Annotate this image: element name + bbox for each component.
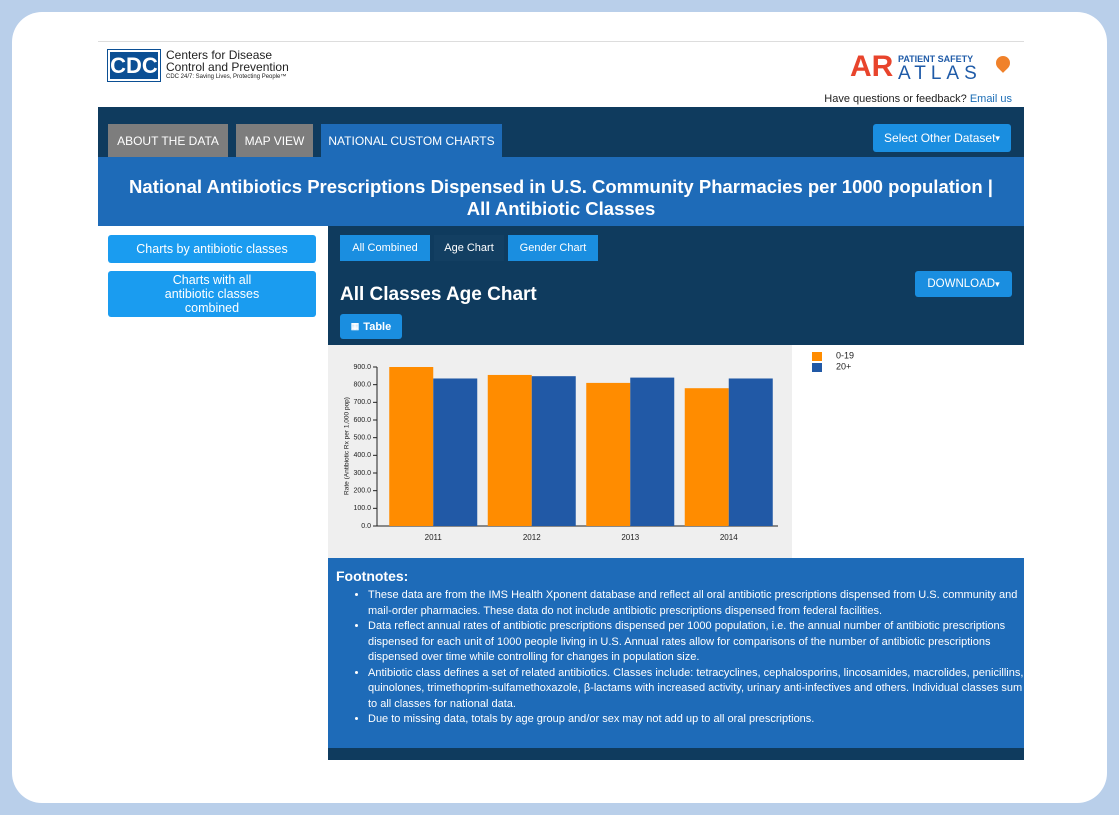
- atlas-bottom: ATLAS: [898, 63, 982, 84]
- y-tick-label: 0.0: [361, 523, 371, 530]
- table-button[interactable]: ▦ Table: [340, 314, 402, 339]
- footnote-list: These data are from the IMS Health Xpone…: [336, 588, 1024, 728]
- x-tick-label: 2013: [621, 533, 639, 542]
- dataset-button[interactable]: Select Other Dataset: [873, 124, 1011, 152]
- x-tick-label: 2011: [425, 533, 443, 542]
- chart-title: All Classes Age Chart: [340, 284, 537, 305]
- feedback: Have questions or feedback? Email us: [824, 93, 1012, 105]
- legend-swatch: [812, 363, 822, 372]
- nav-tab[interactable]: NATIONAL CUSTOM CHARTS: [321, 124, 502, 157]
- footnote: Antibiotic class defines a set of relate…: [368, 666, 1024, 713]
- download-button[interactable]: DOWNLOAD: [915, 271, 1012, 297]
- y-tick-label: 200.0: [353, 488, 371, 495]
- chart-tab[interactable]: Age Chart: [434, 235, 504, 261]
- y-tick-label: 600.0: [353, 417, 371, 424]
- footnote: Due to missing data, totals by age group…: [368, 712, 1024, 728]
- bar: [684, 388, 729, 526]
- title-line: National Antibiotics Prescriptions Dispe…: [129, 176, 993, 197]
- y-tick-label: 300.0: [353, 470, 371, 477]
- bar: [389, 367, 434, 526]
- bar: [630, 377, 675, 526]
- x-tick-label: 2012: [523, 533, 541, 542]
- bar: [586, 382, 631, 526]
- grid-icon: ▦: [350, 321, 360, 331]
- cdc-logo: CDC: [107, 49, 161, 82]
- y-tick-label: 700.0: [353, 399, 371, 406]
- y-tick-label: 900.0: [353, 364, 371, 371]
- header-rule: [98, 41, 1024, 42]
- footnote: These data are from the IMS Health Xpone…: [368, 588, 1024, 619]
- chart-tab[interactable]: Gender Chart: [508, 235, 598, 261]
- footnotes: Footnotes: These data are from the IMS H…: [328, 558, 1024, 748]
- atlas-ar: AR: [850, 50, 894, 83]
- legend-swatch: [812, 352, 822, 361]
- y-tick-label: 400.0: [353, 452, 371, 459]
- nav-tab[interactable]: MAP VIEW: [236, 124, 313, 157]
- y-tick-label: 100.0: [353, 505, 371, 512]
- y-axis-label: Rate (Antibiotic Rx per 1,000 pop): [344, 397, 351, 495]
- title-line: All Antibiotic Classes: [466, 198, 656, 219]
- sidebar-button[interactable]: Charts by antibiotic classes: [108, 235, 316, 263]
- org-name: Centers for Disease Control and Preventio…: [166, 49, 289, 81]
- feedback-text: Have questions or feedback?: [824, 93, 967, 105]
- org-line: Centers for Disease: [166, 48, 273, 62]
- bar: [487, 374, 532, 526]
- y-tick-label: 500.0: [353, 435, 371, 442]
- x-tick-label: 2014: [720, 533, 738, 542]
- atlas-top: PATIENT SAFETY: [898, 54, 974, 64]
- footnote: Data reflect annual rates of antibiotic …: [368, 619, 1024, 666]
- bar: [728, 378, 773, 526]
- legend-label: 0-19: [836, 350, 854, 360]
- table-label: Table: [363, 320, 392, 333]
- email-link[interactable]: Email us: [969, 93, 1012, 105]
- org-line: Control and Prevention: [166, 60, 289, 74]
- legend-label: 20+: [836, 361, 851, 371]
- tagline: CDC 24/7: Saving Lives, Protecting Peopl…: [166, 74, 287, 80]
- y-tick-label: 800.0: [353, 382, 371, 389]
- page-title: National Antibiotics Prescriptions Dispe…: [98, 157, 1024, 226]
- bar: [433, 378, 478, 526]
- bar: [531, 376, 576, 526]
- sidebar-button[interactable]: Charts with all antibiotic classes combi…: [108, 271, 316, 317]
- chart-tab[interactable]: All Combined: [340, 235, 430, 261]
- footnotes-heading: Footnotes:: [336, 568, 409, 584]
- nav-tab[interactable]: ABOUT THE DATA: [108, 124, 228, 157]
- footer-strip: [328, 748, 1024, 760]
